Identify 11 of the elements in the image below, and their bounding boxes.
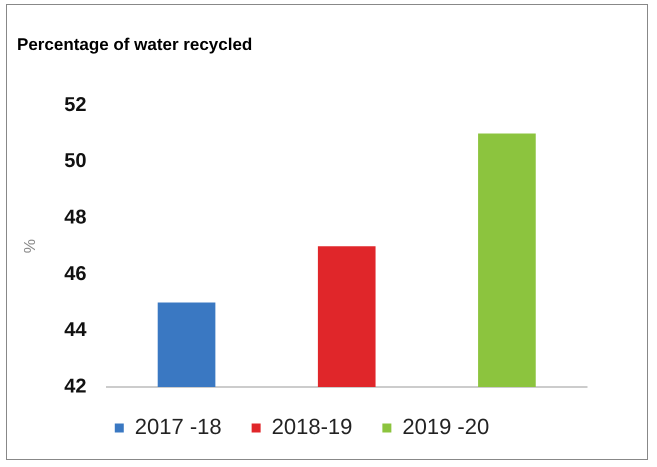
y-tick-label: 44: [64, 319, 88, 342]
y-axis-title: %: [22, 239, 40, 254]
legend-label: 2017 -18: [134, 414, 222, 440]
legend-label: 2019 -20: [402, 414, 490, 440]
y-tick-label: 50: [64, 150, 86, 172]
chart-title: Percentage of water recycled: [17, 34, 252, 54]
y-tick-label: 52: [64, 94, 86, 116]
y-tick-label: 48: [64, 206, 86, 229]
legend-label: 2018-19: [272, 414, 352, 440]
y-tick-label: 46: [64, 262, 86, 285]
y-tick-label: 42: [64, 376, 86, 398]
